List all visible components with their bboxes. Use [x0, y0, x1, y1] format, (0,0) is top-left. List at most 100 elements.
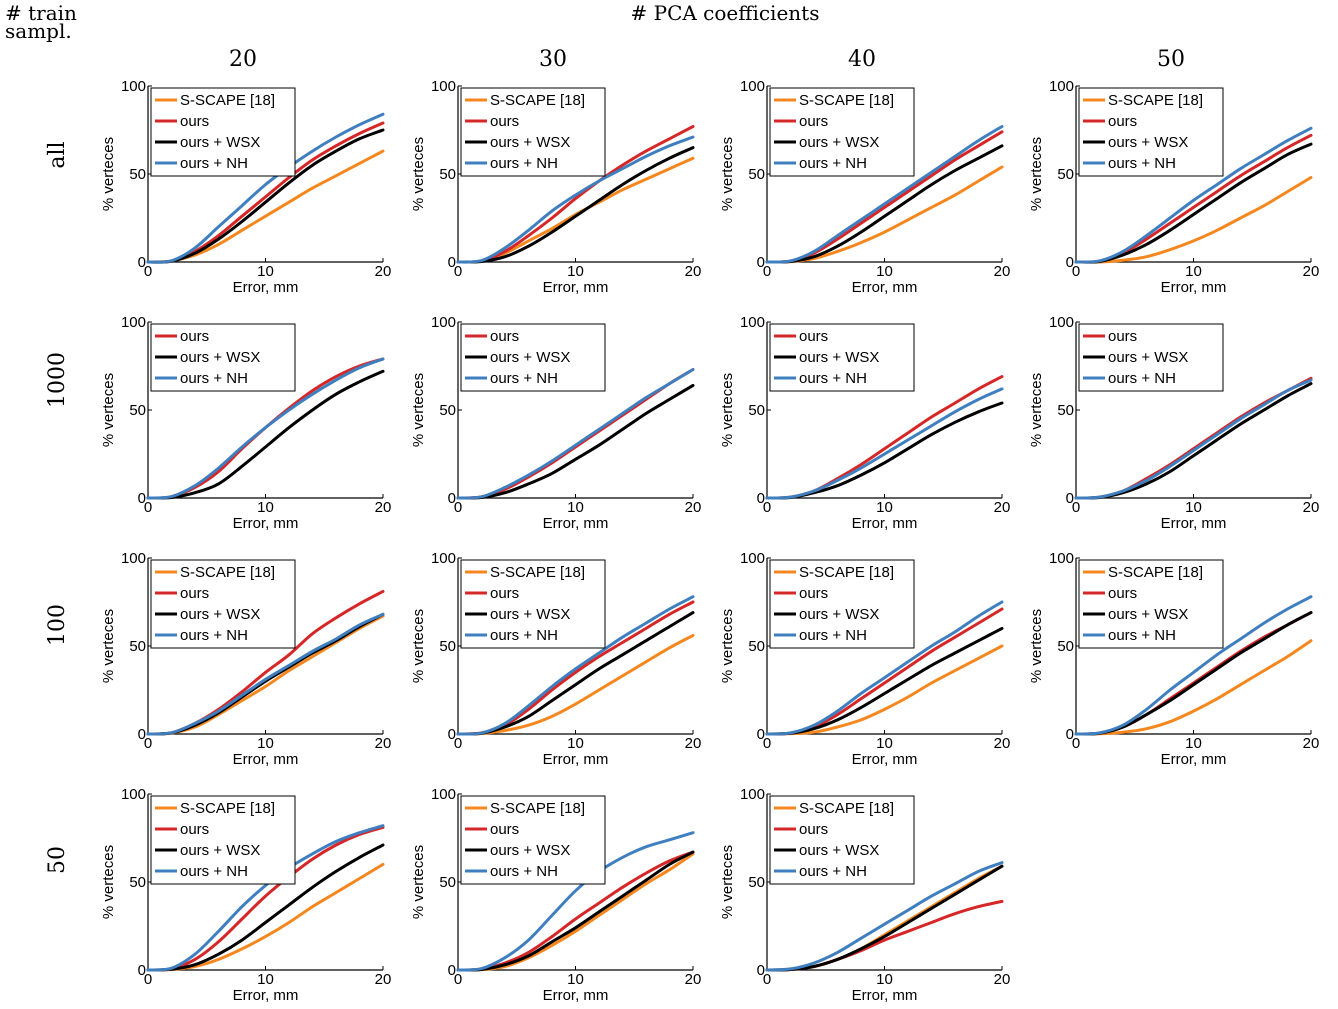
x-tick-label: 20 [994, 499, 1011, 516]
legend-entry: ours + NH [1108, 370, 1176, 387]
x-tick-label: 10 [567, 971, 584, 988]
legend-entry: ours + WSX [490, 134, 570, 151]
x-tick-label: 20 [685, 971, 702, 988]
y-tick-label: 50 [439, 874, 456, 891]
y-tick-label: 100 [121, 550, 146, 567]
series-line [1074, 126, 1313, 264]
legend-entry: S-SCAPE [18] [180, 564, 275, 581]
y-tick-label: 50 [129, 638, 146, 655]
x-tick-label: 0 [144, 971, 152, 988]
x-tick-label: 0 [144, 263, 152, 280]
x-tick-label: 10 [1185, 499, 1202, 516]
x-tick-label: 10 [567, 499, 584, 516]
y-tick-label: 100 [740, 786, 765, 803]
y-axis-label: % verteces [719, 373, 736, 447]
x-tick-label: 0 [763, 263, 771, 280]
series-line [765, 861, 1004, 972]
chart-panel-1000-30: 0 10 20 0 50 100 Error, mm % verteces ours ours +… [410, 314, 701, 532]
series-line [456, 611, 695, 736]
row-label: 100 [45, 604, 70, 646]
x-axis-label: Error, mm [543, 987, 609, 1004]
series-line [765, 387, 1004, 500]
y-axis-label: % verteces [410, 609, 427, 683]
legend-entry: ours + WSX [799, 606, 879, 623]
x-tick-label: 0 [454, 499, 462, 516]
x-tick-label: 0 [1072, 263, 1080, 280]
x-axis-label: Error, mm [233, 987, 299, 1004]
left-header-line-2: sampl. [5, 19, 72, 43]
legend-box [769, 559, 915, 649]
x-tick-label: 10 [876, 735, 893, 752]
series-line [765, 144, 1004, 264]
x-tick-label: 0 [1072, 499, 1080, 516]
y-tick-label: 50 [1057, 638, 1074, 655]
legend-entry: ours + WSX [490, 842, 570, 859]
legend-entry: ours + NH [180, 627, 248, 644]
y-tick-label: 0 [448, 254, 456, 271]
y-tick-label: 50 [439, 402, 456, 419]
row-label: 50 [45, 846, 70, 874]
legend-box [150, 559, 296, 649]
chart-panel-1000-20: 0 10 20 0 50 100 Error, mm % verteces ours ours +… [100, 314, 391, 532]
legend-entry: ours + WSX [490, 349, 570, 366]
series-line [765, 125, 1004, 264]
legend-entry: ours + WSX [490, 606, 570, 623]
series-line [765, 401, 1004, 500]
x-tick-label: 10 [567, 735, 584, 752]
y-axis-label: % verteces [100, 373, 117, 447]
x-axis-label: Error, mm [543, 751, 609, 768]
series-line [146, 612, 385, 736]
y-tick-label: 100 [431, 550, 456, 567]
y-axis-label: % verteces [410, 137, 427, 211]
legend-entry: ours + NH [799, 370, 867, 387]
legend-entry: S-SCAPE [18] [490, 564, 585, 581]
x-tick-label: 10 [257, 971, 274, 988]
x-axis-label: Error, mm [1161, 515, 1227, 532]
series-line [765, 600, 1004, 736]
legend-entry: ours [1108, 585, 1137, 602]
legend-entry: ours + NH [490, 863, 558, 880]
series-line [765, 644, 1004, 736]
series-line [146, 128, 385, 264]
y-tick-label: 0 [448, 962, 456, 979]
series-line [1074, 142, 1313, 264]
x-tick-label: 0 [763, 971, 771, 988]
y-tick-label: 0 [1066, 254, 1074, 271]
x-tick-label: 20 [1303, 499, 1320, 516]
x-axis-label: Error, mm [543, 515, 609, 532]
y-tick-label: 50 [748, 874, 765, 891]
y-tick-label: 0 [757, 254, 765, 271]
x-tick-label: 10 [1185, 263, 1202, 280]
x-tick-label: 10 [876, 263, 893, 280]
x-tick-label: 0 [454, 971, 462, 988]
y-tick-label: 50 [748, 166, 765, 183]
y-tick-label: 100 [740, 314, 765, 331]
x-axis-label: Error, mm [1161, 279, 1227, 296]
legend-entry: ours + WSX [180, 134, 260, 151]
y-tick-label: 0 [1066, 490, 1074, 507]
y-tick-label: 0 [1066, 726, 1074, 743]
legend-entry: ours [490, 113, 519, 130]
y-tick-label: 50 [748, 638, 765, 655]
y-axis-label: % verteces [1028, 137, 1045, 211]
y-tick-label: 100 [121, 78, 146, 95]
legend-entry: S-SCAPE [18] [490, 92, 585, 109]
x-tick-label: 10 [876, 499, 893, 516]
x-tick-label: 10 [257, 735, 274, 752]
legend-entry: ours [1108, 328, 1137, 345]
y-tick-label: 50 [129, 166, 146, 183]
y-tick-label: 0 [138, 254, 146, 271]
legend-entry: ours [799, 113, 828, 130]
top-header: # PCA coefficients [631, 1, 820, 25]
y-tick-label: 100 [1049, 78, 1074, 95]
y-tick-label: 50 [129, 874, 146, 891]
legend-entry: ours + WSX [1108, 349, 1188, 366]
x-tick-label: 20 [375, 263, 392, 280]
x-tick-label: 20 [375, 735, 392, 752]
legend-entry: S-SCAPE [18] [799, 564, 894, 581]
legend-entry: ours + WSX [180, 349, 260, 366]
x-tick-label: 0 [763, 499, 771, 516]
y-tick-label: 50 [1057, 166, 1074, 183]
legend-entry: ours + NH [180, 863, 248, 880]
